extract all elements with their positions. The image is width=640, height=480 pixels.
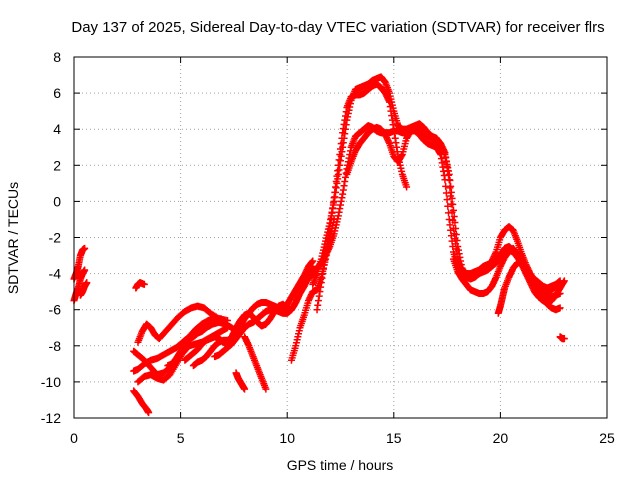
series-track-3 — [76, 279, 91, 299]
x-tick-label: 15 — [386, 430, 402, 446]
data-point — [442, 182, 450, 190]
axis-ticks — [73, 56, 608, 419]
y-axis-title: SDTVAR / TECUs — [5, 182, 21, 294]
x-tick-label: 5 — [177, 430, 185, 446]
data-point — [447, 192, 455, 200]
data-point — [403, 183, 411, 191]
data-point — [444, 202, 452, 210]
y-tick-label: -4 — [49, 266, 62, 282]
y-tick-label: 2 — [53, 157, 61, 173]
series-track-8 — [134, 302, 232, 346]
series-track-1 — [70, 244, 89, 283]
data-point — [445, 209, 453, 217]
y-tick-label: -12 — [41, 410, 61, 426]
data-point — [145, 409, 153, 417]
plot-frame — [73, 56, 608, 419]
y-tick-label: -10 — [41, 374, 61, 390]
data-point — [443, 196, 451, 204]
x-axis-title: GPS time / hours — [287, 457, 394, 473]
data-point — [81, 244, 89, 252]
data-point — [83, 279, 91, 287]
data-point — [446, 184, 454, 192]
y-tick-label: 6 — [53, 85, 61, 101]
x-tick-label: 20 — [493, 430, 509, 446]
grid — [74, 57, 607, 418]
y-tick-label: 4 — [53, 121, 61, 137]
series-track-15 — [241, 333, 270, 393]
data-points — [70, 73, 568, 417]
data-point — [449, 216, 457, 224]
chart-title: Day 137 of 2025, Sidereal Day-to-day VTE… — [71, 19, 604, 36]
data-point — [442, 189, 450, 197]
y-tick-label: -6 — [49, 302, 62, 318]
series-track-21 — [449, 244, 564, 301]
series-track-4 — [132, 279, 148, 292]
data-point — [447, 200, 455, 208]
data-point — [556, 304, 564, 312]
series-track-13 — [211, 266, 317, 361]
series-track-19 — [313, 80, 411, 314]
data-point — [81, 266, 89, 274]
data-point — [140, 280, 148, 288]
data-point — [241, 385, 249, 393]
data-point — [560, 335, 568, 343]
x-tick-label: 25 — [599, 430, 615, 446]
y-tick-label: 8 — [53, 49, 61, 65]
x-tick-label: 0 — [70, 430, 78, 446]
data-point — [262, 385, 270, 393]
series-track-22 — [494, 259, 564, 317]
y-tick-label: -8 — [49, 338, 62, 354]
data-point — [309, 257, 317, 265]
y-tick-label: -2 — [49, 230, 62, 246]
series-track-14 — [232, 369, 249, 393]
data-point — [441, 176, 449, 184]
data-point — [560, 277, 568, 285]
series-track-20 — [343, 123, 568, 306]
series-track-5 — [130, 387, 153, 417]
y-tick-label: 0 — [53, 193, 61, 209]
data-point — [556, 289, 564, 297]
data-point — [450, 212, 458, 220]
series-track-23 — [556, 333, 568, 343]
x-tick-label: 10 — [279, 430, 295, 446]
